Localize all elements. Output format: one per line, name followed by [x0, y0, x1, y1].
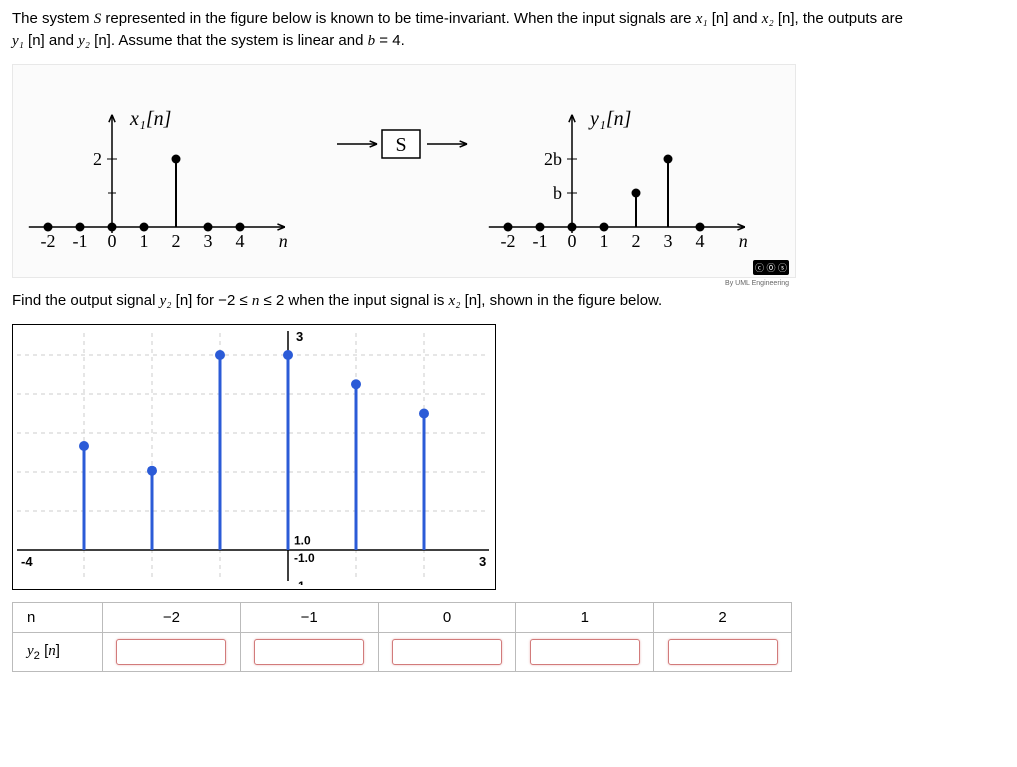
table-row-answers: y2 [n]: [13, 633, 792, 672]
svg-text:-1: -1: [533, 231, 548, 251]
row-label-n: n: [13, 603, 103, 633]
svg-text:0: 0: [108, 231, 117, 251]
text: The system: [12, 10, 94, 27]
col-header: −1: [240, 603, 378, 633]
svg-text:2: 2: [632, 231, 641, 251]
answer-input-n0[interactable]: [392, 639, 502, 665]
bracket: [n]: [24, 32, 45, 49]
var-y2: y₂: [160, 293, 172, 309]
svg-text:3: 3: [296, 329, 303, 344]
bracket: [n]: [90, 32, 111, 49]
text: represented in the figure below is known…: [101, 10, 696, 27]
svg-text:2: 2: [93, 149, 102, 169]
svg-text:2: 2: [172, 231, 181, 251]
var-x1: x₁: [696, 11, 708, 27]
figure-1: x₁[n] -2 -1 0 1 2 3 4 2 n y₁[n] -2 -1 0 1 2 3 4 2b b n S ⓒ ⓪ …: [12, 64, 796, 278]
bracket: [n]: [460, 292, 481, 309]
svg-text:y₁[n]: y₁[n]: [588, 108, 631, 130]
text: , shown in the figure below.: [481, 292, 662, 309]
svg-text:1: 1: [600, 231, 609, 251]
var-y1: y₁: [12, 33, 24, 49]
svg-text:1: 1: [140, 231, 149, 251]
text: = 4.: [375, 32, 405, 49]
cc-caption: By UML Engineering: [725, 280, 789, 287]
problem-statement: The system S represented in the figure b…: [12, 8, 1005, 52]
text: ≤ 2 when the input signal is: [259, 292, 448, 309]
svg-text:-4: -4: [21, 554, 33, 569]
svg-text:-1: -1: [73, 231, 88, 251]
answer-table: n −2 −1 0 1 2 y2 [n]: [12, 602, 792, 672]
col-header: 0: [378, 603, 516, 633]
var-x2: x₂: [449, 293, 461, 309]
text: and: [45, 32, 78, 49]
cc-badge: ⓒ ⓪ ⓢ: [753, 260, 789, 275]
bracket: [n]: [774, 10, 795, 27]
svg-text:n: n: [279, 231, 288, 251]
svg-text:3: 3: [479, 554, 486, 569]
answer-input-n1[interactable]: [530, 639, 640, 665]
question-text: Find the output signal y₂ [n] for −2 ≤ n…: [12, 292, 1005, 310]
var-y2: y₂: [78, 33, 90, 49]
svg-text:3: 3: [204, 231, 213, 251]
svg-text:n: n: [739, 231, 748, 251]
svg-text:x₁[n]: x₁[n]: [129, 108, 171, 130]
svg-text:-1: -1: [294, 579, 305, 585]
svg-text:-1.0: -1.0: [294, 551, 315, 565]
bracket: [n]: [708, 10, 729, 27]
svg-text:1.0: 1.0: [294, 533, 311, 547]
answer-input-n-1[interactable]: [254, 639, 364, 665]
row-label-y2: y2 [n]: [13, 633, 103, 672]
svg-text:0: 0: [568, 231, 577, 251]
svg-text:S: S: [395, 134, 406, 156]
svg-text:3: 3: [664, 231, 673, 251]
svg-text:2b: 2b: [544, 149, 562, 169]
var-x2: x₂: [762, 11, 774, 27]
col-header: 2: [654, 603, 792, 633]
table-row-header: n −2 −1 0 1 2: [13, 603, 792, 633]
bracket: [n]: [171, 292, 192, 309]
svg-text:4: 4: [236, 231, 245, 251]
text: Find the output signal: [12, 292, 160, 309]
col-header: −2: [103, 603, 241, 633]
figure-2: -4 3 3 1.0 -1.0 -1: [12, 324, 496, 590]
figure-2-svg: -4 3 3 1.0 -1.0 -1: [13, 325, 493, 585]
svg-text:-2: -2: [501, 231, 516, 251]
text: . Assume that the system is linear and: [111, 32, 368, 49]
text: , the outputs are: [795, 10, 903, 27]
svg-text:b: b: [553, 183, 562, 203]
col-header: 1: [516, 603, 654, 633]
svg-text:-2: -2: [41, 231, 56, 251]
figure-1-svg: x₁[n] -2 -1 0 1 2 3 4 2 n y₁[n] -2 -1 0 1 2 3 4 2b b n S: [17, 69, 797, 269]
answer-input-n2[interactable]: [668, 639, 778, 665]
answer-input-n-2[interactable]: [116, 639, 226, 665]
text: and: [728, 10, 761, 27]
text: for −2 ≤: [192, 292, 252, 309]
svg-text:4: 4: [696, 231, 705, 251]
